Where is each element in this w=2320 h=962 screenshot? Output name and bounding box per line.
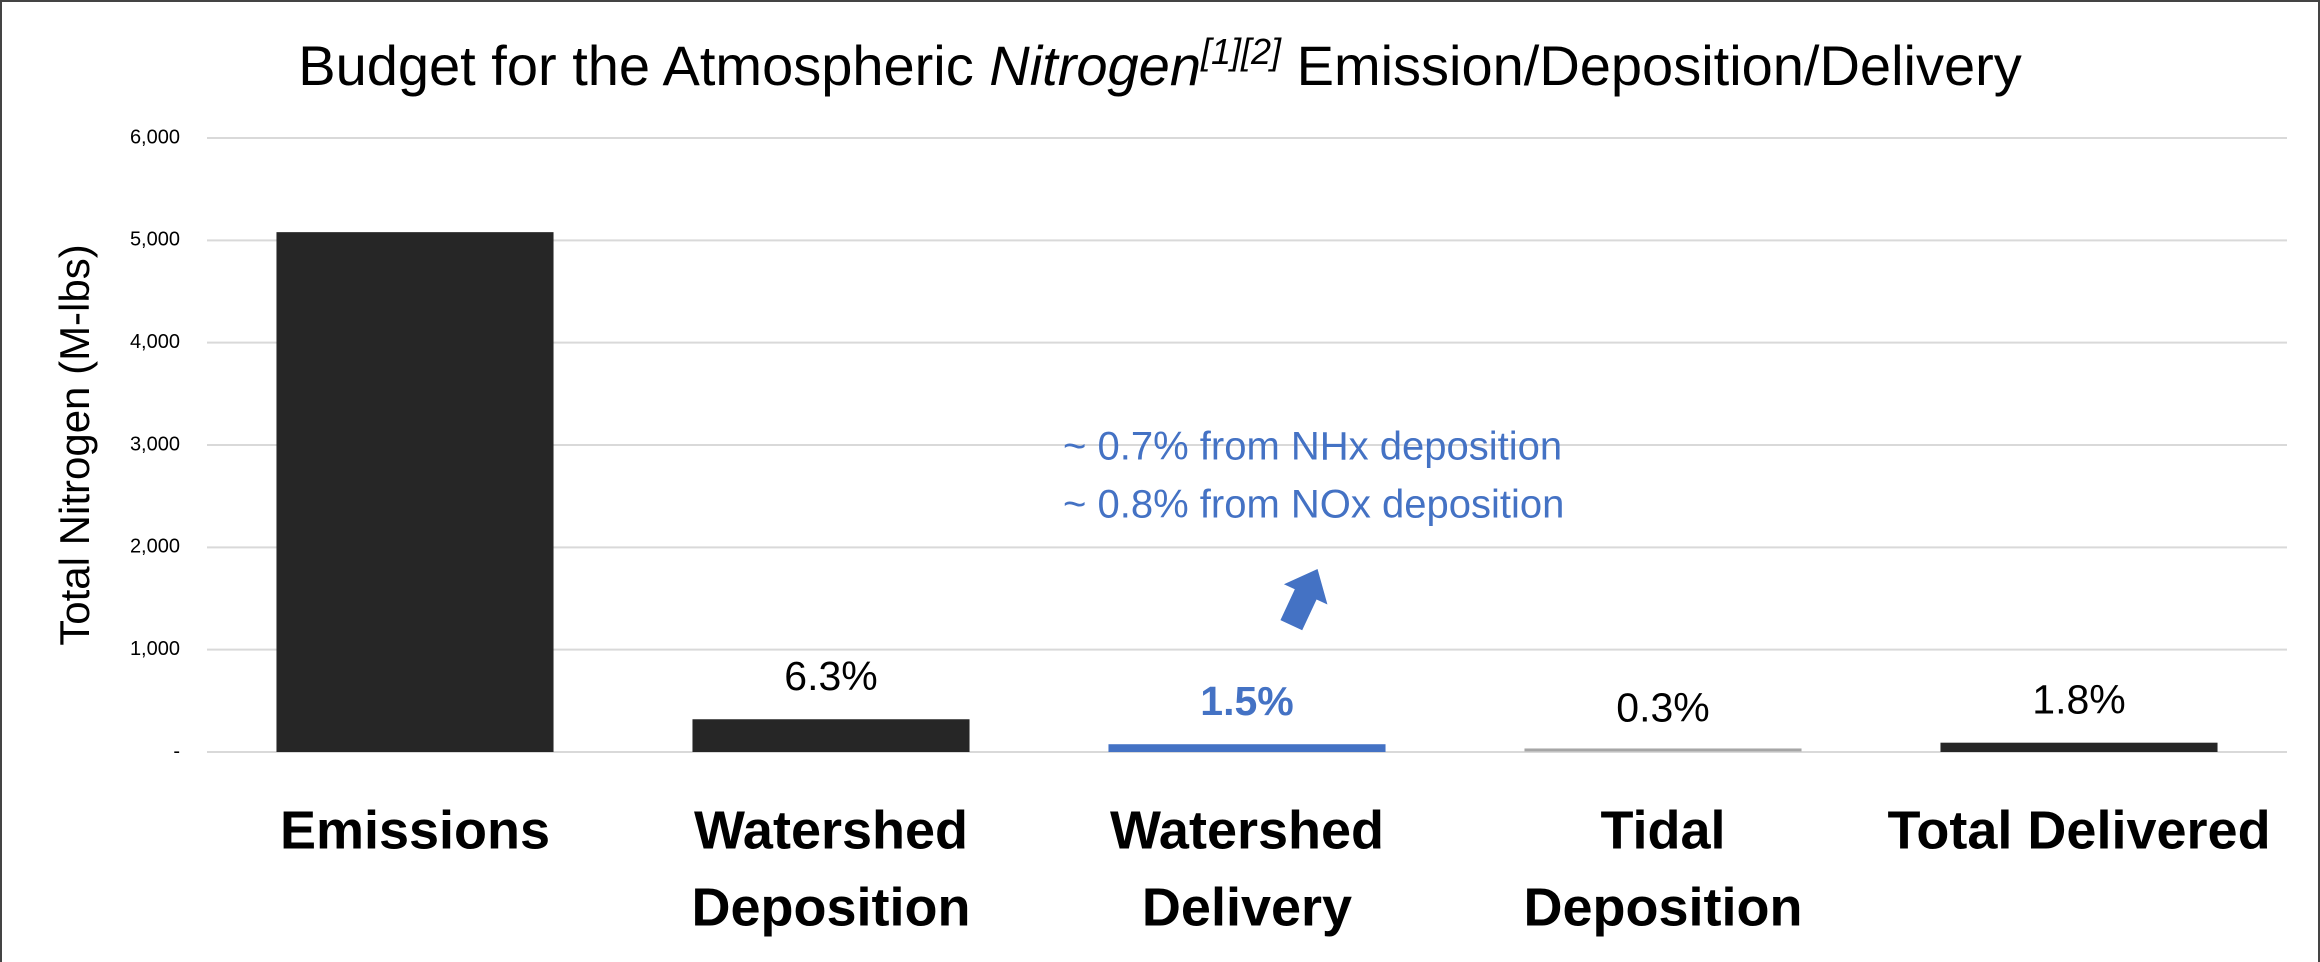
title-part: Budget for the Atmospheric xyxy=(298,34,974,97)
x-tick-label: Total Delivered xyxy=(1887,800,2270,860)
y-tick-label: - xyxy=(173,740,180,762)
x-tick-label: Watershed xyxy=(694,800,968,860)
bar xyxy=(692,719,970,752)
data-label: 6.3% xyxy=(784,653,877,699)
data-label: 1.8% xyxy=(2032,677,2125,723)
x-tick-label: Delivery xyxy=(1142,877,1352,937)
y-tick-label: 2,000 xyxy=(130,536,180,558)
x-tick-label: Tidal xyxy=(1600,800,1725,860)
data-label: 0.3% xyxy=(1616,684,1709,730)
y-tick-label: 5,000 xyxy=(130,229,180,251)
x-tick-label: Deposition xyxy=(1524,877,1803,937)
y-tick-label: 1,000 xyxy=(130,638,180,660)
y-tick-label: 3,000 xyxy=(130,433,180,455)
bar xyxy=(1940,742,2218,752)
title-part: Emission/Deposition/Delivery xyxy=(1297,34,2022,97)
bar xyxy=(276,232,554,752)
title-superscript: [1][2] xyxy=(1200,31,1282,72)
annotation: ~ 0.7% from NHx deposition xyxy=(1063,425,1562,469)
annotation: ~ 0.8% from NOx deposition xyxy=(1063,483,1564,527)
x-tick-label: Deposition xyxy=(692,877,971,937)
x-tick-label: Emissions xyxy=(280,800,550,860)
bar xyxy=(1108,744,1386,752)
title-italic: Nitrogen xyxy=(989,34,1201,97)
y-tick-label: 4,000 xyxy=(130,331,180,353)
annotation-arrow xyxy=(1280,568,1328,631)
data-label: 1.5% xyxy=(1200,678,1293,724)
x-tick-label: Watershed xyxy=(1110,800,1384,860)
bar xyxy=(1524,748,1802,752)
y-tick-label: 6,000 xyxy=(130,126,180,148)
y-axis-label: Total Nitrogen (M-lbs) xyxy=(51,244,98,645)
chart-title: Budget for the Atmospheric Nitrogen[1][2… xyxy=(298,18,2022,97)
